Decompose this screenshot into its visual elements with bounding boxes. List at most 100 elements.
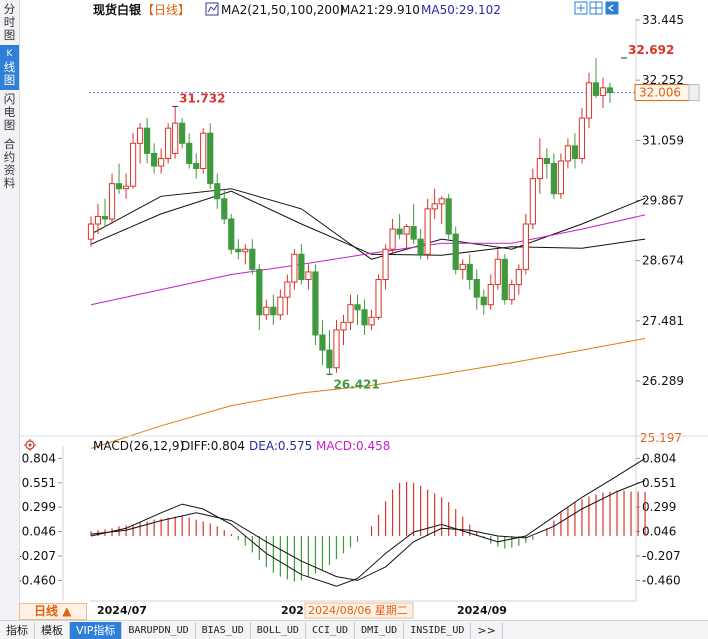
candle-body[interactable] [228,218,235,250]
candle-body[interactable] [319,334,326,351]
tab-vip-indicators[interactable]: VIP指标 [70,621,123,639]
candle-body[interactable] [438,198,445,205]
candle-body[interactable] [277,296,284,316]
candle-body[interactable] [515,268,522,286]
candle-body[interactable] [445,198,452,235]
candle-body[interactable] [466,263,473,280]
candle-body[interactable] [452,233,459,270]
chart-area[interactable]: 现货白银 【日线】 MA2(21,50,100,200) MA21:29.910… [20,0,708,620]
candle-body[interactable] [193,162,200,170]
candle-body[interactable] [508,284,515,301]
candle-body[interactable] [396,228,403,235]
price-tag-toggle[interactable] [688,84,700,102]
candle-body[interactable] [431,203,438,210]
candle-body[interactable] [284,281,291,298]
candle-body[interactable] [494,258,501,286]
candle-body[interactable] [536,157,543,180]
candle-body[interactable] [101,215,109,220]
candle-body[interactable] [557,160,565,195]
candle-body[interactable] [501,258,508,301]
candle-body[interactable] [179,122,186,144]
candle-body[interactable] [333,329,340,369]
candle-body[interactable] [298,253,305,280]
tab-inside[interactable]: INSIDE_UD [404,621,472,639]
tab-more[interactable]: >> [471,621,503,639]
candle-body[interactable] [221,198,228,220]
candle-body[interactable] [473,278,480,298]
candle-body[interactable] [165,127,172,159]
candle-body[interactable] [122,185,130,190]
candle-body[interactable] [291,253,298,283]
candle-body[interactable] [136,127,144,144]
settings-icon[interactable] [24,439,36,451]
candle-body[interactable] [108,183,116,220]
candle-body[interactable] [354,304,361,311]
candle-body[interactable] [87,223,95,240]
tab-boll[interactable]: BOLL_UD [251,621,306,639]
sidebar-item-timeshare[interactable]: 分时图 [3,2,16,42]
candle-body[interactable] [389,228,396,250]
tab-dmi[interactable]: DMI_UD [355,621,405,639]
macd-tick-label: -0.207 [642,549,681,563]
candle-body[interactable] [578,117,586,159]
candle-body[interactable] [522,223,529,270]
candle-body[interactable] [480,296,487,306]
candle-body[interactable] [571,145,579,159]
candle-body[interactable] [529,178,536,225]
period-button[interactable]: 日线 ▲ [19,603,87,620]
restore-icon[interactable] [605,1,619,15]
candle-body[interactable] [487,284,494,306]
grid-icon[interactable] [589,1,603,15]
candle-body[interactable] [585,82,593,119]
candle-body[interactable] [235,248,242,253]
candle-body[interactable] [410,226,417,240]
candle-body[interactable] [424,208,431,255]
tab-bias[interactable]: BIAS_UD [196,621,251,639]
candle-body[interactable] [200,132,207,170]
candle-body[interactable] [172,122,179,154]
candle-body[interactable] [347,304,354,323]
candle-body[interactable] [375,278,382,318]
candle-body[interactable] [312,271,319,336]
candle-body[interactable] [599,87,607,96]
candle-body[interactable] [340,321,347,331]
tab-templates[interactable]: 模板 [35,621,70,639]
candle-body[interactable] [144,127,151,154]
candle-body[interactable] [459,263,466,270]
candle-body[interactable] [550,162,557,195]
candle-body[interactable] [368,316,375,326]
bottom-tabs: 指标 模板 VIP指标 BARUPDN_UD BIAS_UD BOLL_UD C… [0,620,708,639]
candle-body[interactable] [129,142,137,187]
candle-body[interactable] [606,87,614,94]
tab-indicators[interactable]: 指标 [0,621,35,639]
ma-icon[interactable] [205,2,219,16]
candle-body[interactable] [326,349,333,369]
sidebar-item-flash[interactable]: 闪电图 [3,92,16,132]
candle-body[interactable] [270,306,277,316]
candle-body[interactable] [361,309,368,326]
tab-barupdn[interactable]: BARUPDN_UD [122,621,196,639]
candle-body[interactable] [382,248,389,280]
candle-body[interactable] [115,183,123,190]
candle-body[interactable] [151,152,158,167]
candle-body[interactable] [158,157,165,167]
candle-body[interactable] [592,82,600,96]
candle-body[interactable] [263,306,270,316]
expand-icon[interactable] [574,1,588,15]
candle-body[interactable] [543,157,550,164]
ma-line-ma100 [90,214,646,306]
candle-body[interactable] [214,183,221,200]
candle-body[interactable] [564,145,572,162]
candle-body[interactable] [249,248,256,270]
candle-body[interactable] [256,268,263,316]
candle-body[interactable] [403,226,410,235]
tab-cci[interactable]: CCI_UD [306,621,356,639]
candle-body[interactable] [207,132,214,185]
candle-body[interactable] [417,238,424,255]
candle-body[interactable] [94,215,102,225]
candle-body[interactable] [186,142,193,164]
candle-body[interactable] [242,248,249,253]
candle-body[interactable] [305,271,312,280]
sidebar-item-contract-info[interactable]: 合约资料 [3,137,16,190]
